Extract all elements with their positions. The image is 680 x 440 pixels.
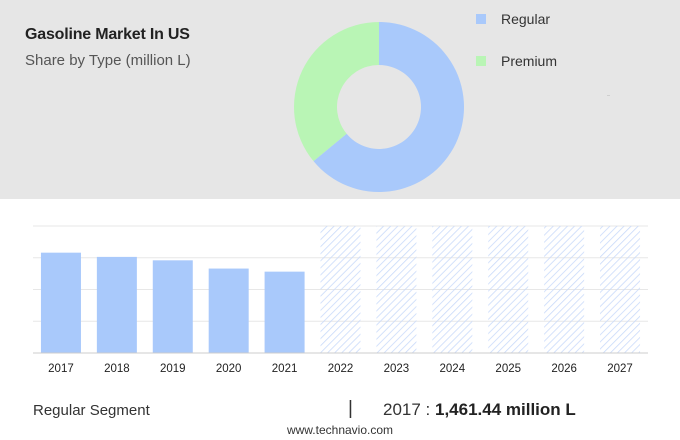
- bar-2017: [40, 252, 81, 353]
- x-tick-label-2019: 2019: [160, 363, 186, 375]
- x-tick-label-2021: 2021: [272, 363, 298, 375]
- x-tick-label-2025: 2025: [495, 363, 521, 375]
- forecast-bar-2026: [544, 226, 585, 353]
- x-tick-label-2026: 2026: [551, 363, 577, 375]
- chart-title: Gasoline Market In US: [25, 26, 190, 43]
- bar-2020: [208, 268, 249, 353]
- forecast-bar-2024: [432, 226, 473, 353]
- footer-value-amount: 1,461.44 million L: [435, 400, 576, 419]
- x-tick-label-2023: 2023: [384, 363, 410, 375]
- x-tick-label-2020: 2020: [216, 363, 242, 375]
- footer-website: www.technavio.com: [286, 423, 394, 437]
- x-tick-label-2018: 2018: [104, 363, 130, 375]
- chart-subtitle: Share by Type (million L): [25, 52, 191, 69]
- forecast-bar-2027: [600, 226, 641, 353]
- footer-value: 2017 : 1,461.44 million L: [383, 400, 576, 420]
- bar-2018: [96, 256, 137, 353]
- legend-label-regular: Regular: [501, 11, 551, 27]
- footer-segment-label: Regular Segment: [33, 402, 150, 419]
- forecast-bar-2025: [488, 226, 529, 353]
- x-tick-label-2017: 2017: [48, 363, 74, 375]
- donut-slice-premium: [294, 22, 379, 162]
- footer-separator: |: [348, 398, 353, 419]
- donut-chart: [294, 22, 464, 193]
- x-tick-label-2027: 2027: [607, 363, 633, 375]
- legend-label-premium: Premium: [501, 53, 558, 69]
- x-tick-label-2024: 2024: [440, 363, 466, 375]
- legend-swatch-regular: [476, 14, 486, 24]
- legend-item-premium: Premium: [476, 53, 557, 69]
- bar-chart: 2017 2018 2019 2020 2021 2022 2023 2024 2025 2026…: [33, 225, 648, 375]
- legend-swatch-premium: [476, 56, 486, 66]
- bar-2019: [152, 260, 193, 353]
- footer-year: 2017: [383, 400, 421, 419]
- bar-2021: [264, 271, 305, 353]
- decorative-mark: [607, 95, 610, 96]
- forecast-bar-2022: [320, 226, 361, 353]
- legend-item-regular: Regular: [476, 11, 550, 27]
- forecast-bar-2023: [376, 226, 417, 353]
- x-tick-label-2022: 2022: [328, 363, 354, 375]
- footer-colon: :: [420, 400, 435, 419]
- donut-slice-regular: [313, 22, 464, 193]
